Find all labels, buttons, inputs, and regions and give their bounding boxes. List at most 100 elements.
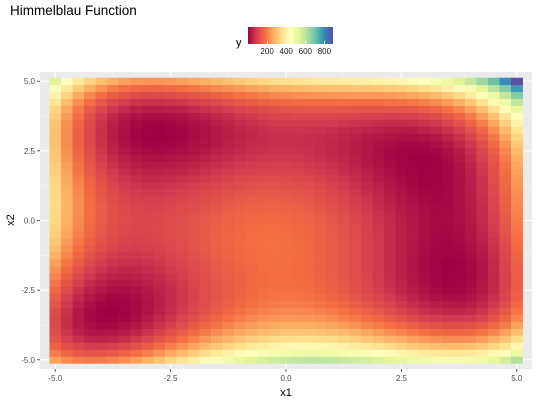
heatmap-cell (222, 182, 235, 190)
heatmap-cell (464, 230, 477, 239)
heatmap-cell (395, 189, 408, 197)
heatmap-cell (314, 293, 327, 302)
heatmap-cell (464, 321, 477, 329)
heatmap-cell (476, 230, 489, 239)
heatmap-cell (337, 196, 350, 204)
heatmap-cell (176, 168, 189, 176)
heatmap-cell (245, 328, 258, 336)
heatmap-cell (441, 182, 454, 190)
heatmap-cell (384, 189, 397, 197)
heatmap-cell (326, 182, 339, 190)
heatmap-cell (141, 237, 154, 246)
heatmap-cell (337, 265, 350, 274)
heatmap-cell (211, 196, 223, 204)
heatmap-cell (280, 265, 293, 274)
heatmap-cell (164, 133, 177, 141)
heatmap-cell (257, 161, 270, 169)
heatmap-cell (245, 210, 258, 218)
heatmap-cell (280, 168, 293, 176)
heatmap-cell (407, 293, 420, 302)
heatmap-cell (337, 84, 350, 93)
heatmap-cell (314, 356, 327, 364)
heatmap-cell (107, 140, 120, 148)
heatmap-cell (337, 105, 350, 113)
heatmap-cell (441, 244, 454, 253)
heatmap-cell (361, 279, 373, 288)
heatmap-cell (453, 279, 466, 288)
heatmap-cell (118, 126, 131, 134)
heatmap-cell (511, 342, 523, 350)
heatmap-cell (153, 300, 166, 308)
heatmap-cell (211, 161, 223, 169)
heatmap-cell (349, 105, 362, 113)
heatmap-cell (176, 314, 189, 322)
heatmap-cell (441, 105, 454, 113)
heatmap-cell (303, 147, 316, 155)
heatmap-cell (337, 300, 350, 308)
heatmap-cell (61, 272, 73, 281)
heatmap-cell (326, 342, 339, 350)
heatmap-cell (418, 119, 431, 127)
heatmap-cell (337, 223, 350, 232)
heatmap-cell (61, 154, 73, 162)
heatmap-cell (257, 237, 270, 246)
heatmap-cell (303, 140, 316, 148)
heatmap-cell (361, 77, 373, 86)
heatmap-cell (49, 217, 62, 225)
heatmap-cell (72, 196, 85, 204)
heatmap-cell (487, 328, 500, 336)
heatmap-cell (487, 126, 500, 134)
heatmap-cell (430, 175, 443, 183)
legend-tick (267, 41, 269, 44)
heatmap-cell (234, 272, 247, 281)
heatmap-cell (107, 286, 120, 295)
heatmap-cell (107, 77, 120, 86)
heatmap-cell (441, 217, 454, 225)
heatmap-cell (441, 321, 454, 329)
heatmap-cell (280, 307, 293, 315)
heatmap-cell (349, 265, 362, 274)
heatmap-cell (95, 293, 108, 302)
heatmap-cell (430, 84, 443, 93)
heatmap-cell (187, 105, 200, 113)
heatmap-cell (234, 335, 247, 343)
heatmap-cell (95, 258, 108, 267)
heatmap-cell (511, 328, 523, 336)
heatmap-cell (257, 112, 270, 120)
heatmap-cell (326, 133, 339, 141)
heatmap-cell (511, 335, 523, 343)
heatmap-cell (234, 342, 247, 350)
heatmap-cell (499, 98, 512, 106)
heatmap-cell (211, 105, 223, 113)
heatmap-cell (245, 105, 258, 113)
heatmap-cell (211, 147, 223, 155)
heatmap-cell (268, 203, 281, 211)
heatmap-cell (176, 293, 189, 302)
heatmap-cell (257, 91, 270, 100)
heatmap-cell (141, 168, 154, 176)
heatmap-cell (453, 203, 466, 211)
heatmap-cell (107, 91, 120, 100)
heatmap-cell (118, 112, 131, 120)
heatmap-cell (407, 77, 420, 86)
heatmap-cell (476, 335, 489, 343)
heatmap-cell (361, 175, 373, 183)
heatmap-cell (95, 349, 108, 357)
heatmap-cell (130, 349, 143, 357)
heatmap-cell (245, 196, 258, 204)
heatmap-cell (95, 321, 108, 329)
heatmap-cell (61, 140, 73, 148)
heatmap-cell (280, 293, 293, 302)
heatmap-cell (234, 175, 247, 183)
heatmap-cell (268, 147, 281, 155)
heatmap-cell (418, 314, 431, 322)
heatmap-cell (153, 189, 166, 197)
heatmap-cell (418, 279, 431, 288)
heatmap-cell (464, 293, 477, 302)
heatmap-cell (361, 265, 373, 274)
heatmap-cell (176, 126, 189, 134)
heatmap-cell (280, 182, 293, 190)
heatmap-cell (72, 272, 85, 281)
heatmap-cell (199, 98, 212, 106)
